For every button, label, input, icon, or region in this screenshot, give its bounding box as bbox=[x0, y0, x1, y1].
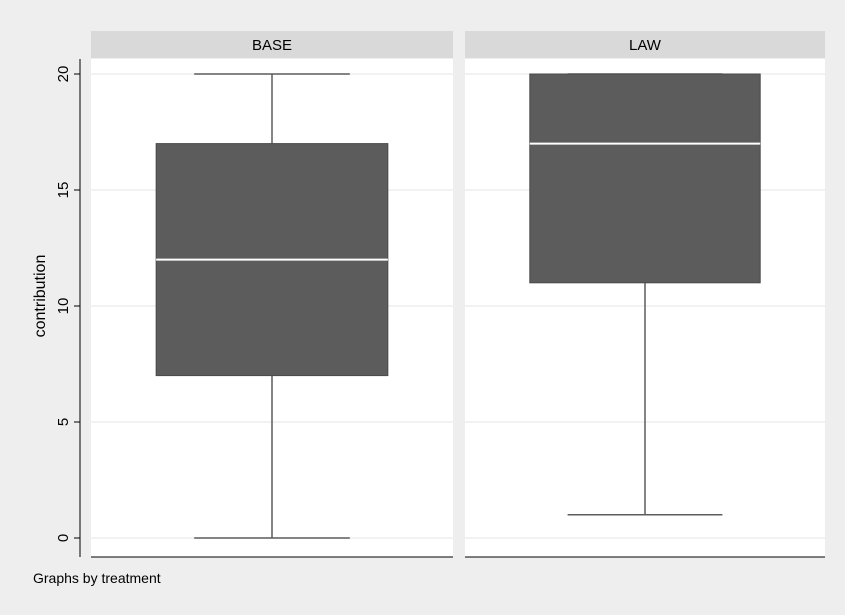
chart-note: Graphs by treatment bbox=[33, 570, 161, 586]
y-tick-label: 5 bbox=[55, 418, 72, 426]
y-axis-label: contribution bbox=[32, 255, 49, 338]
panel-law: LAW bbox=[465, 31, 825, 558]
panel-title: BASE bbox=[252, 37, 292, 54]
y-tick-label: 10 bbox=[55, 298, 72, 315]
panel-header bbox=[465, 31, 825, 58]
y-tick-label: 15 bbox=[55, 182, 72, 199]
box bbox=[529, 73, 761, 284]
panel-header bbox=[91, 31, 453, 58]
panel-base: BASE bbox=[91, 31, 453, 558]
y-axis: 0 5 10 15 20 bbox=[55, 59, 81, 557]
panel-title: LAW bbox=[629, 37, 662, 54]
panels: BASE LAW bbox=[91, 31, 825, 558]
y-tick-label: 0 bbox=[55, 534, 72, 542]
y-tick-label: 20 bbox=[55, 66, 72, 83]
